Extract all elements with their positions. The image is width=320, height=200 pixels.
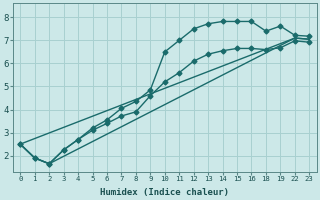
X-axis label: Humidex (Indice chaleur): Humidex (Indice chaleur) bbox=[100, 188, 229, 197]
